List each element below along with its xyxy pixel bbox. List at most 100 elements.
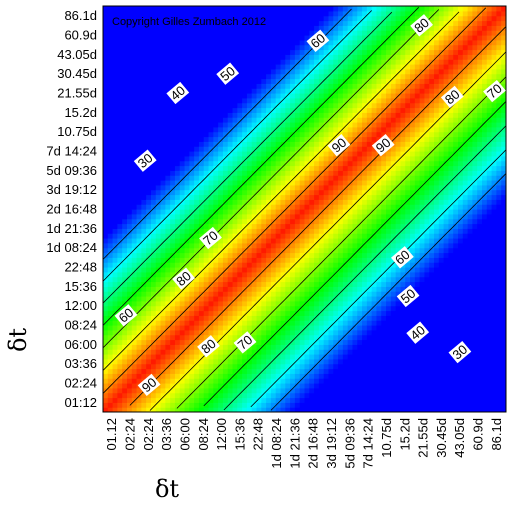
heatmap-cell [208,54,214,60]
heatmap-cell [194,155,200,162]
heatmap-cell [304,30,310,36]
heatmap-cell [194,213,200,220]
heatmap-cell [179,117,186,123]
heatmap-cell [155,131,162,138]
heatmap-cell [299,358,306,365]
heatmap-cell [251,252,258,258]
heatmap-cell [333,305,339,312]
heatmap-cell [376,257,382,263]
heatmap-cell [146,68,152,75]
heatmap-cell [150,44,157,51]
heatmap-cell [304,160,310,167]
heatmap-cell [323,271,330,278]
heatmap-cell [170,267,176,273]
heatmap-cell [208,146,214,152]
heatmap-cell [194,223,200,229]
heatmap-cell [194,233,200,239]
heatmap-cell [242,199,248,205]
heatmap-cell [261,320,267,326]
heatmap-cell [174,165,181,171]
heatmap-cell [174,383,181,389]
heatmap-cell [150,126,157,133]
heatmap-cell [146,10,152,17]
heatmap-cell [299,262,306,268]
heatmap-cell [126,262,133,268]
heatmap-cell [304,286,310,292]
heatmap-cell [246,387,253,394]
heatmap-cell [165,10,171,17]
heatmap-cell [131,199,138,205]
heatmap-cell [309,242,315,249]
heatmap-cell [237,151,243,157]
heatmap-cell [213,146,219,152]
heatmap-cell [362,78,368,84]
heatmap-cell [275,349,282,355]
heatmap-cell [381,131,387,138]
heatmap-cell [294,93,301,99]
heatmap-cell [198,310,205,316]
heatmap-cell [304,358,310,365]
heatmap-cell [246,25,253,31]
heatmap-cell [126,141,133,147]
heatmap-cell [237,262,243,268]
heatmap-cell [256,68,262,75]
heatmap-cell [299,300,306,307]
heatmap-cell [179,131,186,138]
heatmap-cell [362,339,368,345]
heatmap-cell [237,238,243,244]
heatmap-cell [270,78,277,84]
heatmap-cell [117,146,123,152]
heatmap-cell [150,122,157,128]
heatmap-cell [275,296,282,302]
heatmap-cell [366,102,373,109]
heatmap-cell [141,97,147,104]
heatmap-cell [275,392,282,399]
heatmap-cell [227,151,234,157]
heatmap-cell [213,68,219,75]
heatmap-cell [198,368,205,374]
heatmap-cell [107,397,114,403]
heatmap-cell [126,49,133,55]
heatmap-cell [290,213,296,220]
heatmap-cell [136,184,142,191]
heatmap-cell [136,373,142,379]
heatmap-cell [242,107,248,113]
heatmap-cell [386,247,392,254]
heatmap-cell [304,146,310,152]
heatmap-cell [165,387,171,394]
heatmap-cell [170,300,176,307]
heatmap-cell [371,242,378,249]
heatmap-cell [213,102,219,109]
heatmap-cell [122,151,128,157]
heatmap-cell [170,15,176,22]
heatmap-cell [146,122,152,128]
heatmap-cell [347,334,354,341]
heatmap-cell [103,349,109,355]
heatmap-cell [146,402,152,408]
heatmap-cell [174,73,181,80]
heatmap-cell [189,83,195,89]
heatmap-cell [218,15,224,22]
heatmap-cell [323,339,330,345]
heatmap-cell [275,6,282,12]
heatmap-cell [309,78,315,84]
heatmap-cell [285,271,291,278]
heatmap-cell [126,44,133,51]
heatmap-cell [122,146,128,152]
heatmap-cell [362,223,368,229]
heatmap-cell [294,136,301,142]
heatmap-cell [189,334,195,341]
heatmap-cell [146,6,152,12]
heatmap-cell [194,64,200,70]
heatmap-cell [347,325,354,331]
heatmap-cell [174,155,181,162]
heatmap-cell [227,257,234,263]
heatmap-cell [338,296,344,302]
heatmap-cell [366,281,373,287]
heatmap-cell [342,44,349,51]
heatmap-cell [342,223,349,229]
heatmap-cell [342,20,349,26]
heatmap-cell [285,402,291,408]
heatmap-cell [376,368,382,374]
heatmap-cell [122,160,128,167]
